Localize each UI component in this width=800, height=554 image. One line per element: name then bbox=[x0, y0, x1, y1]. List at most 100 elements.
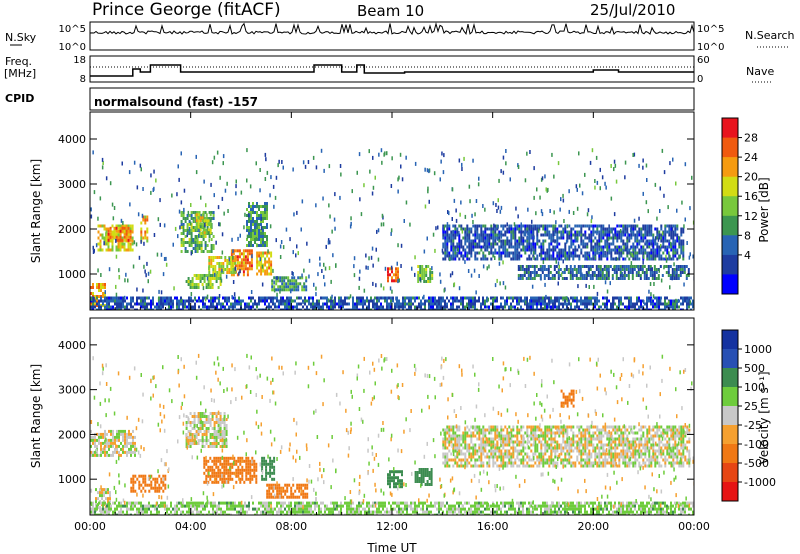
heatmap-cell bbox=[271, 462, 274, 466]
heatmap-cell bbox=[536, 236, 539, 240]
heatmap-cell bbox=[637, 274, 640, 277]
heatmap-cell bbox=[480, 233, 483, 237]
heatmap-cell bbox=[134, 435, 136, 439]
heatmap-cell bbox=[272, 302, 274, 306]
scatter-echo bbox=[97, 216, 99, 221]
heatmap-cell bbox=[620, 254, 623, 258]
heatmap-cell bbox=[613, 271, 616, 274]
heatmap-cell bbox=[246, 258, 249, 262]
scatter-echo bbox=[222, 154, 225, 159]
heatmap-cell bbox=[214, 305, 216, 309]
heatmap-cell bbox=[298, 495, 301, 499]
heatmap-cell bbox=[214, 299, 216, 303]
heatmap-cell bbox=[686, 305, 688, 309]
heatmap-cell bbox=[536, 302, 538, 306]
heatmap-cell bbox=[213, 468, 216, 472]
heatmap-cell bbox=[210, 217, 213, 220]
heatmap-cell bbox=[534, 308, 536, 310]
heatmap-cell bbox=[540, 242, 543, 246]
heatmap-cell bbox=[524, 239, 527, 243]
heatmap-cell bbox=[546, 251, 549, 255]
heatmap-cell bbox=[292, 495, 295, 499]
heatmap-cell bbox=[605, 277, 608, 280]
heatmap-cell bbox=[118, 299, 120, 303]
heatmap-cell bbox=[606, 296, 608, 300]
heatmap-cell bbox=[628, 239, 631, 243]
heatmap-cell bbox=[249, 459, 252, 463]
heatmap-cell bbox=[578, 230, 581, 234]
heatmap-cell bbox=[191, 433, 194, 436]
heatmap-cell bbox=[562, 305, 564, 309]
heatmap-cell bbox=[496, 251, 499, 255]
heatmap-cell bbox=[123, 242, 126, 246]
heatmap-cell bbox=[255, 477, 258, 481]
heatmap-cell bbox=[660, 233, 663, 237]
heatmap-cell bbox=[190, 211, 193, 214]
heatmap-cell bbox=[664, 296, 666, 300]
heatmap-cell bbox=[482, 302, 484, 306]
heatmap-cell bbox=[201, 213, 204, 217]
heatmap-cell bbox=[674, 305, 676, 309]
heatmap-cell bbox=[272, 489, 275, 493]
heatmap-cell bbox=[547, 265, 550, 268]
heatmap-cell bbox=[223, 427, 226, 430]
scatter-echo bbox=[276, 276, 278, 281]
heatmap-cell bbox=[456, 296, 458, 300]
heatmap-cell bbox=[308, 308, 310, 310]
heatmap-cell bbox=[522, 239, 525, 243]
heatmap-cell bbox=[412, 302, 414, 306]
heatmap-cell bbox=[263, 456, 266, 460]
heatmap-cell bbox=[528, 233, 531, 237]
heatmap-cell bbox=[166, 299, 168, 303]
heatmap-cell bbox=[219, 280, 222, 283]
heatmap-cell bbox=[258, 214, 260, 217]
heatmap-cell bbox=[232, 249, 235, 253]
heatmap-cell bbox=[616, 233, 619, 237]
heatmap-cell bbox=[292, 492, 295, 496]
heatmap-cell bbox=[101, 236, 104, 240]
heatmap-cell bbox=[144, 236, 147, 240]
heatmap-cell bbox=[254, 223, 256, 226]
heatmap-cell bbox=[106, 438, 108, 442]
scatter-echo bbox=[335, 263, 337, 268]
heatmap-cell bbox=[586, 236, 589, 240]
heatmap-cell bbox=[523, 274, 526, 277]
heatmap-cell bbox=[125, 248, 128, 252]
heatmap-cell bbox=[338, 302, 340, 306]
heatmap-cell bbox=[248, 296, 250, 300]
heatmap-cell bbox=[122, 429, 124, 433]
heatmap-cell bbox=[126, 432, 128, 436]
heatmap-cell bbox=[424, 468, 427, 471]
heatmap-cell bbox=[261, 465, 264, 469]
heatmap-cell bbox=[561, 271, 564, 274]
heatmap-cell bbox=[187, 283, 190, 286]
heatmap-cell bbox=[106, 296, 108, 300]
heatmap-cell bbox=[258, 308, 260, 310]
heatmap-cell bbox=[464, 296, 466, 300]
heatmap-cell bbox=[194, 241, 197, 244]
heatmap-cell bbox=[444, 434, 447, 438]
heatmap-cell bbox=[184, 302, 186, 306]
heatmap-cell bbox=[448, 425, 451, 429]
heatmap-cell bbox=[452, 305, 454, 309]
heatmap-cell bbox=[448, 239, 451, 243]
heatmap-cell bbox=[498, 305, 500, 309]
heatmap-cell bbox=[593, 274, 596, 277]
heatmap-cell bbox=[265, 465, 268, 469]
heatmap-cell bbox=[124, 308, 126, 310]
heatmap-cell bbox=[286, 489, 289, 493]
scatter-echo bbox=[568, 230, 570, 235]
scatter-echo bbox=[650, 298, 653, 303]
heatmap-cell bbox=[474, 242, 477, 246]
heatmap-cell bbox=[584, 224, 587, 228]
scatter-echo bbox=[645, 200, 648, 205]
scatter-echo bbox=[427, 186, 429, 191]
heatmap-cell bbox=[680, 227, 683, 231]
heatmap-cell bbox=[123, 224, 126, 228]
heatmap-cell bbox=[424, 308, 426, 310]
scatter-echo bbox=[645, 163, 648, 168]
scatter-echo bbox=[536, 187, 538, 192]
heatmap-cell bbox=[538, 245, 541, 249]
heatmap-cell bbox=[664, 308, 666, 310]
scatter-echo bbox=[401, 177, 404, 182]
